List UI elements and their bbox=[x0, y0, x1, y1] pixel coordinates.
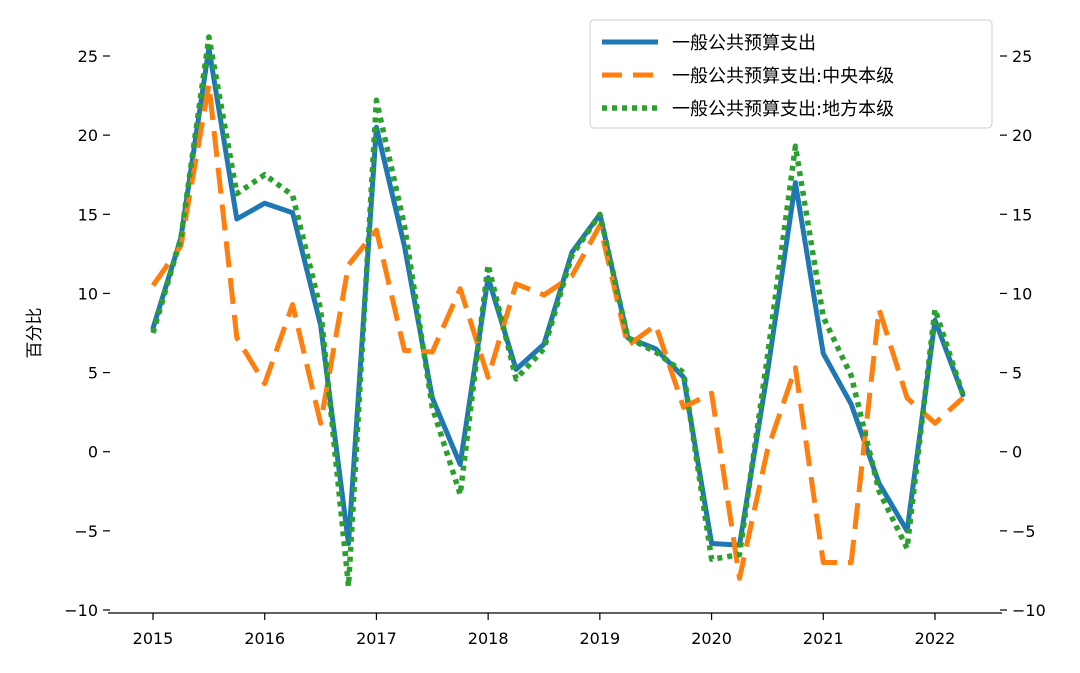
legend-label-3: 一般公共预算支出:地方本级 bbox=[672, 99, 894, 120]
series-line-2 bbox=[150, 82, 965, 581]
x-tick-label: 2016 bbox=[244, 629, 285, 648]
x-tick-label: 2021 bbox=[803, 629, 844, 648]
legend-box bbox=[589, 19, 993, 129]
x-tick-label: 2018 bbox=[468, 629, 509, 648]
legend-label-2: 一般公共预算支出:中央本级 bbox=[672, 66, 894, 87]
y-tick-label-left: 10 bbox=[78, 284, 98, 303]
x-tick-label: 2019 bbox=[579, 629, 620, 648]
y-tick-label-right: 0 bbox=[1012, 443, 1022, 462]
y-tick-label-right: 5 bbox=[1012, 364, 1022, 383]
y-tick-label-right: 10 bbox=[1012, 284, 1032, 303]
x-tick-label: 2017 bbox=[356, 629, 397, 648]
y-tick-label-left: −5 bbox=[74, 522, 98, 541]
y-tick-label-left: 5 bbox=[88, 364, 98, 383]
y-tick-label-right: 20 bbox=[1012, 126, 1032, 145]
x-tick-label: 2015 bbox=[133, 629, 174, 648]
y-tick-label-left: 25 bbox=[78, 47, 98, 66]
series-line-1 bbox=[150, 45, 966, 548]
y-tick-label-right: 15 bbox=[1012, 205, 1032, 224]
y-tick-label-right: 25 bbox=[1012, 47, 1032, 66]
y-tick-label-right: −5 bbox=[1012, 522, 1036, 541]
y-tick-label-left: −10 bbox=[64, 601, 98, 620]
axes: 2015 2016 2017 2018 2019 2020 2021 2022−10 −10−5… bbox=[64, 47, 1046, 648]
y-tick-label-right: −10 bbox=[1012, 601, 1046, 620]
x-tick-label: 2022 bbox=[915, 629, 956, 648]
series-line-3 bbox=[150, 34, 966, 590]
y-axis-label: 百分比 bbox=[25, 308, 45, 359]
legend-label-1: 一般公共预算支出 bbox=[672, 33, 816, 54]
y-tick-label-left: 20 bbox=[78, 126, 98, 145]
x-tick-label: 2020 bbox=[691, 629, 732, 648]
series-layer bbox=[150, 34, 966, 590]
y-tick-label-left: 15 bbox=[78, 205, 98, 224]
y-tick-label-left: 0 bbox=[88, 443, 98, 462]
